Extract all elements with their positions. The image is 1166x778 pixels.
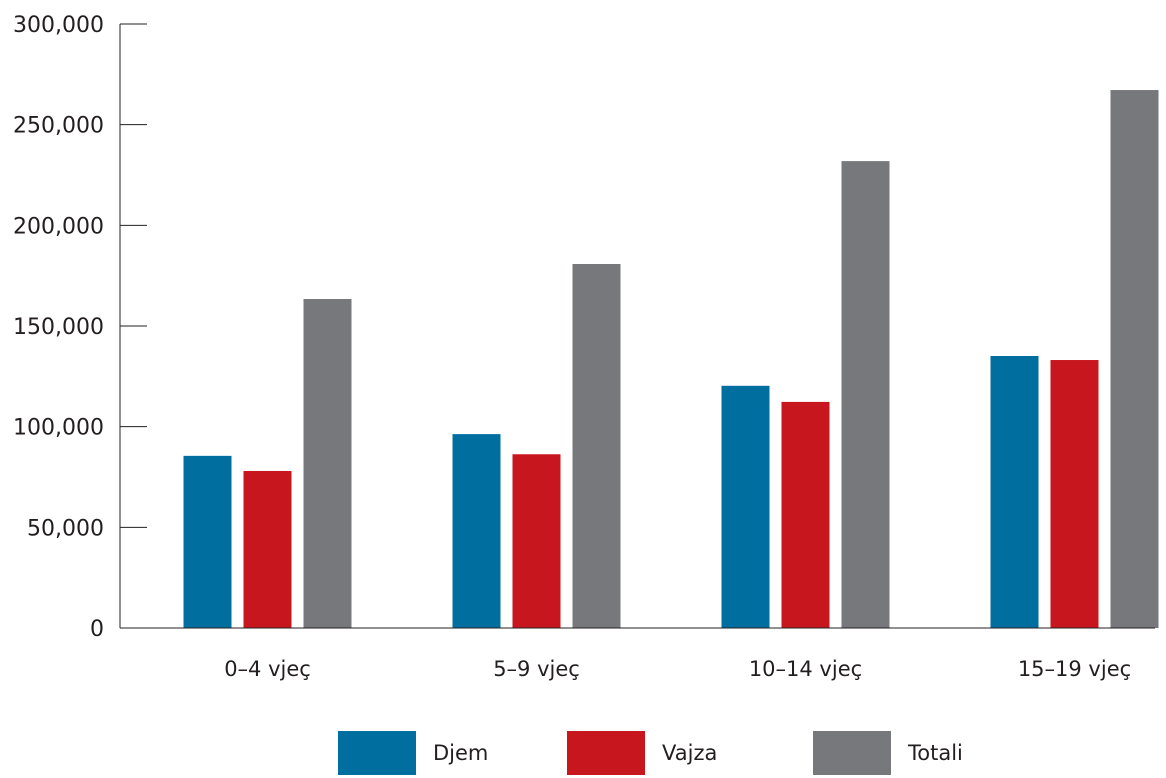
- y-tick-label: 300,000: [13, 13, 104, 38]
- x-tick-label: 10–14 vjeç: [749, 657, 862, 681]
- x-tick-label: 0–4 vjeç: [224, 657, 311, 681]
- legend-item-totali: Totali: [813, 731, 963, 775]
- legend-swatch-vajza: [567, 731, 645, 775]
- bar-djem: [452, 434, 501, 628]
- y-tick-label: 200,000: [13, 214, 104, 239]
- legend-item-djem: Djem: [338, 731, 488, 775]
- bar-djem: [990, 355, 1039, 628]
- bars-group: [183, 90, 1159, 628]
- legend: Djem Vajza Totali: [0, 731, 1166, 775]
- legend-item-vajza: Vajza: [567, 731, 717, 775]
- y-tick-label: 250,000: [13, 114, 104, 139]
- bar-vajza: [781, 401, 830, 628]
- legend-label-djem: Djem: [433, 741, 489, 765]
- bar-totali: [572, 263, 621, 628]
- legend-swatch-totali: [813, 731, 891, 775]
- bar-totali: [1110, 90, 1159, 628]
- y-axis: 0 50,000 100,000 150,000 200,000 250,000 300,0…: [13, 13, 147, 642]
- legend-label-totali: Totali: [908, 741, 963, 765]
- bar-vajza: [512, 454, 561, 628]
- bar-vajza: [1050, 360, 1099, 628]
- bar-djem: [183, 455, 232, 628]
- legend-label-vajza: Vajza: [662, 741, 718, 765]
- x-axis: 0–4 vjeç 5–9 vjeç 10–14 vjeç 15–19 vjeç: [120, 627, 1155, 681]
- y-tick-label: 150,000: [13, 315, 104, 340]
- legend-swatch-djem: [338, 731, 416, 775]
- x-tick-label: 5–9 vjeç: [493, 657, 580, 681]
- bar-totali: [841, 161, 890, 628]
- bar-vajza: [243, 470, 292, 628]
- y-tick-label: 50,000: [27, 516, 104, 541]
- y-tick-label: 100,000: [13, 416, 104, 441]
- bar-djem: [721, 385, 770, 628]
- y-tick-label: 0: [90, 617, 104, 642]
- x-tick-label: 15–19 vjeç: [1018, 657, 1131, 681]
- bar-totali: [303, 299, 352, 628]
